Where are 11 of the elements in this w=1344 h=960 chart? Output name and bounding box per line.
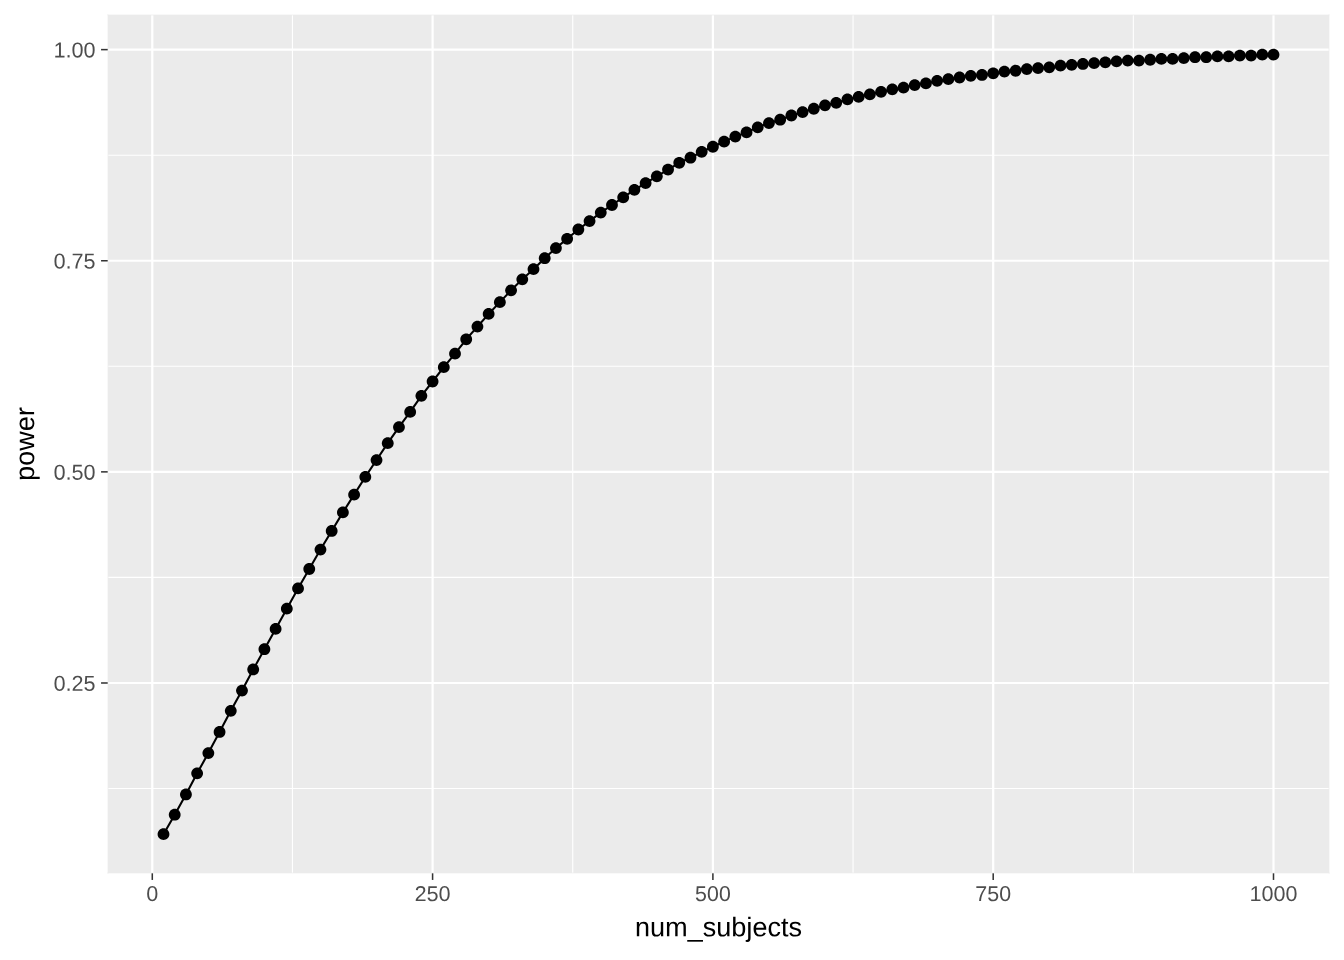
- x-tick-label: 250: [415, 886, 450, 902]
- y-tick-label: 0.25: [54, 675, 95, 691]
- x-tick-label: 500: [695, 886, 731, 902]
- y-tick-label: 1.00: [55, 42, 95, 58]
- x-tick-label: 0: [147, 886, 158, 902]
- y-tick-label: 0.75: [54, 253, 95, 269]
- x-tick-label: 1000: [1251, 886, 1297, 902]
- x-axis-title: num_subjects: [636, 916, 802, 942]
- y-tick-label: 0.50: [54, 464, 95, 480]
- y-axis-title: power: [19, 407, 40, 480]
- x-tick-label: 750: [976, 886, 1011, 902]
